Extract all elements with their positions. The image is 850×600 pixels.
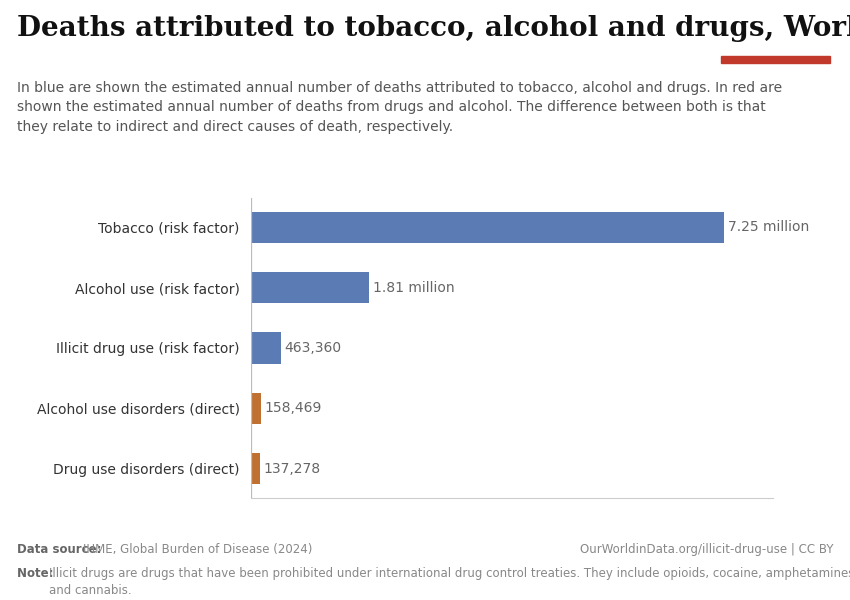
Text: IHME, Global Burden of Disease (2024): IHME, Global Burden of Disease (2024) xyxy=(83,543,313,556)
Bar xyxy=(721,56,830,63)
Bar xyxy=(251,212,724,243)
Text: 7.25 million: 7.25 million xyxy=(728,220,809,235)
Text: 1.81 million: 1.81 million xyxy=(372,281,454,295)
Text: Note:: Note: xyxy=(17,567,58,580)
Bar xyxy=(251,272,369,304)
Text: 463,360: 463,360 xyxy=(285,341,342,355)
Text: in Data: in Data xyxy=(753,37,797,47)
Text: 137,278: 137,278 xyxy=(264,461,320,476)
Text: Our World: Our World xyxy=(744,18,807,28)
Text: 158,469: 158,469 xyxy=(264,401,322,415)
Bar xyxy=(251,392,261,424)
Text: In blue are shown the estimated annual number of deaths attributed to tobacco, a: In blue are shown the estimated annual n… xyxy=(17,81,782,134)
Text: Data source:: Data source: xyxy=(17,543,105,556)
Text: Deaths attributed to tobacco, alcohol and drugs, World, 2021: Deaths attributed to tobacco, alcohol an… xyxy=(17,15,850,42)
Text: OurWorldinData.org/illicit-drug-use | CC BY: OurWorldinData.org/illicit-drug-use | CC… xyxy=(580,543,833,556)
Bar xyxy=(251,453,260,484)
Text: Illicit drugs are drugs that have been prohibited under international drug contr: Illicit drugs are drugs that have been p… xyxy=(49,567,850,597)
Bar xyxy=(251,332,281,364)
